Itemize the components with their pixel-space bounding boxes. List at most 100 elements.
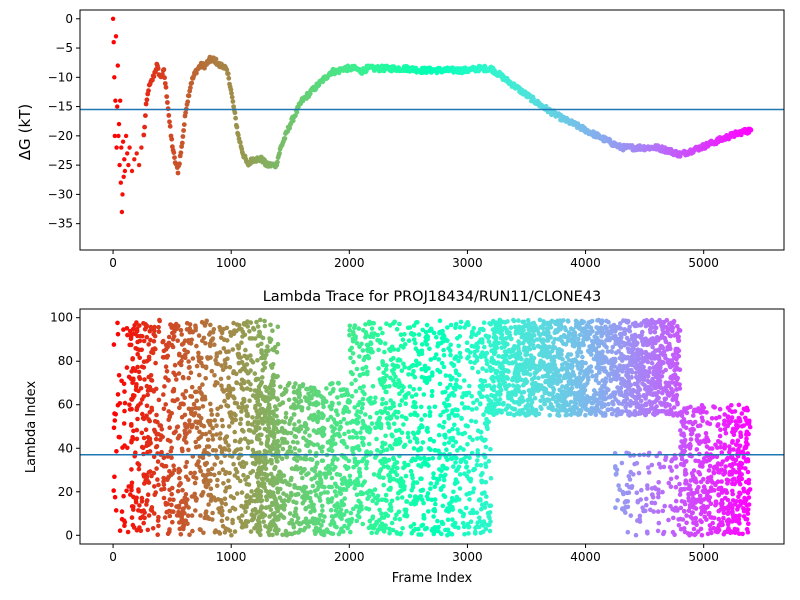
lambda-point bbox=[132, 393, 137, 399]
lambda-point bbox=[402, 442, 408, 448]
lambda-point bbox=[380, 330, 385, 336]
lambda-point bbox=[131, 507, 136, 512]
lambda-point bbox=[443, 373, 449, 378]
lambda-point bbox=[134, 405, 140, 410]
lambda-point bbox=[170, 519, 175, 525]
lambda-point bbox=[306, 391, 311, 397]
lambda-point bbox=[184, 425, 190, 430]
lambda-point bbox=[208, 407, 214, 413]
lambda-point bbox=[155, 459, 161, 464]
lambda-point bbox=[150, 350, 156, 356]
lambda-point bbox=[273, 420, 278, 425]
lambda-point bbox=[426, 446, 432, 451]
lambda-point bbox=[136, 388, 141, 394]
lambda-point bbox=[182, 412, 188, 418]
lambda-point bbox=[217, 350, 223, 355]
delta-g-point bbox=[194, 70, 199, 76]
lambda-point bbox=[178, 532, 184, 537]
lambda-point bbox=[135, 461, 140, 466]
lambda-point bbox=[446, 416, 452, 421]
lambda-point bbox=[136, 508, 141, 513]
lambda-point bbox=[398, 531, 404, 536]
lambda-point bbox=[404, 513, 410, 518]
lambda-point bbox=[237, 439, 242, 445]
lambda-point bbox=[268, 381, 274, 387]
lambda-point bbox=[189, 394, 195, 399]
top-points bbox=[110, 16, 754, 215]
lambda-point bbox=[491, 387, 497, 393]
lambda-point bbox=[457, 508, 463, 514]
lambda-point bbox=[409, 394, 415, 399]
lambda-point bbox=[413, 526, 418, 532]
lambda-point bbox=[317, 498, 323, 503]
lambda-point bbox=[605, 407, 610, 413]
lambda-point bbox=[414, 412, 420, 418]
lambda-point bbox=[257, 425, 262, 431]
lambda-point bbox=[366, 441, 372, 447]
delta-g-point bbox=[146, 88, 151, 94]
lambda-point bbox=[263, 384, 268, 390]
lambda-point bbox=[275, 324, 281, 330]
lambda-point bbox=[310, 483, 316, 489]
delta-g-point bbox=[229, 94, 235, 100]
lambda-point bbox=[422, 412, 428, 418]
lambda-point bbox=[653, 325, 659, 331]
lambda-point bbox=[262, 413, 268, 418]
lambda-point bbox=[378, 467, 384, 472]
lambda-point bbox=[245, 371, 251, 376]
lambda-point bbox=[428, 481, 434, 486]
lambda-point bbox=[348, 529, 353, 535]
lambda-point bbox=[304, 495, 310, 501]
lambda-point bbox=[420, 487, 426, 493]
lambda-point bbox=[200, 395, 206, 400]
lambda-point bbox=[166, 474, 172, 480]
lambda-point bbox=[270, 477, 275, 483]
lambda-point bbox=[260, 394, 266, 400]
lambda-point bbox=[540, 374, 546, 379]
lambda-point bbox=[356, 498, 361, 504]
lambda-point bbox=[130, 356, 135, 362]
lambda-point bbox=[411, 387, 417, 392]
lambda-point bbox=[140, 514, 145, 519]
lambda-point bbox=[257, 330, 263, 336]
lambda-point bbox=[441, 353, 447, 358]
lambda-point bbox=[464, 348, 470, 353]
lambda-point bbox=[418, 476, 423, 482]
lambda-point bbox=[293, 506, 299, 512]
lambda-point bbox=[183, 500, 189, 506]
lambda-point bbox=[299, 405, 304, 411]
lambda-point bbox=[386, 425, 392, 430]
lambda-point bbox=[475, 369, 481, 375]
lambda-point bbox=[239, 360, 245, 365]
lambda-point bbox=[439, 521, 445, 526]
lambda-point bbox=[424, 461, 430, 467]
lambda-point bbox=[360, 401, 366, 407]
lambda-point bbox=[488, 406, 494, 411]
lambda-point bbox=[483, 461, 488, 467]
lambda-point bbox=[464, 340, 470, 346]
lambda-point bbox=[487, 503, 492, 509]
lambda-point bbox=[450, 517, 455, 522]
lambda-point bbox=[227, 470, 232, 476]
lambda-point bbox=[212, 472, 217, 478]
lambda-point bbox=[466, 390, 472, 396]
lambda-point bbox=[136, 487, 141, 492]
lambda-point bbox=[170, 485, 175, 491]
lambda-point bbox=[232, 395, 237, 401]
lambda-point bbox=[538, 398, 543, 404]
lambda-point bbox=[213, 498, 218, 503]
lambda-point bbox=[368, 395, 373, 401]
lambda-point bbox=[203, 376, 208, 381]
lambda-point bbox=[462, 405, 468, 410]
lambda-point bbox=[377, 507, 382, 513]
lambda-point bbox=[130, 380, 135, 386]
lambda-point bbox=[383, 341, 388, 346]
lambda-point bbox=[416, 352, 422, 357]
lambda-point bbox=[258, 317, 263, 323]
lambda-point bbox=[188, 370, 194, 376]
lambda-point bbox=[175, 488, 181, 494]
lambda-point bbox=[241, 464, 247, 470]
lambda-point bbox=[146, 417, 151, 422]
lambda-point bbox=[144, 498, 150, 504]
y-tick-label: −5 bbox=[55, 41, 73, 55]
